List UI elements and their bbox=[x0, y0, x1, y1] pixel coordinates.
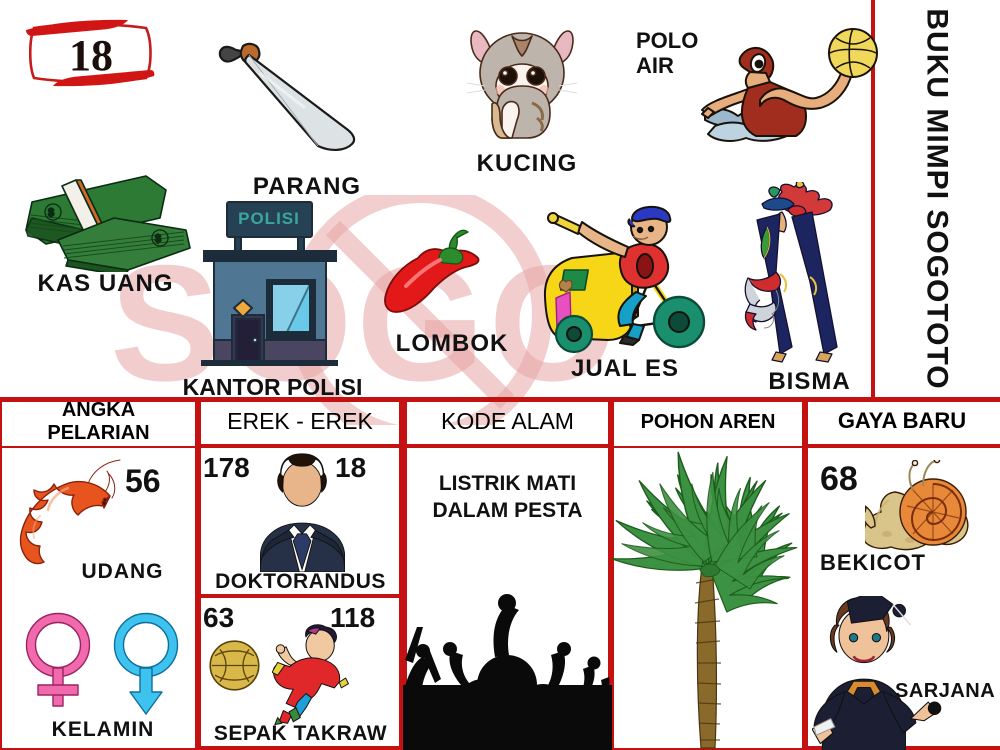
svg-text:$: $ bbox=[48, 207, 54, 219]
svg-text:$: $ bbox=[155, 233, 161, 245]
svg-text:POLISI: POLISI bbox=[238, 209, 300, 228]
